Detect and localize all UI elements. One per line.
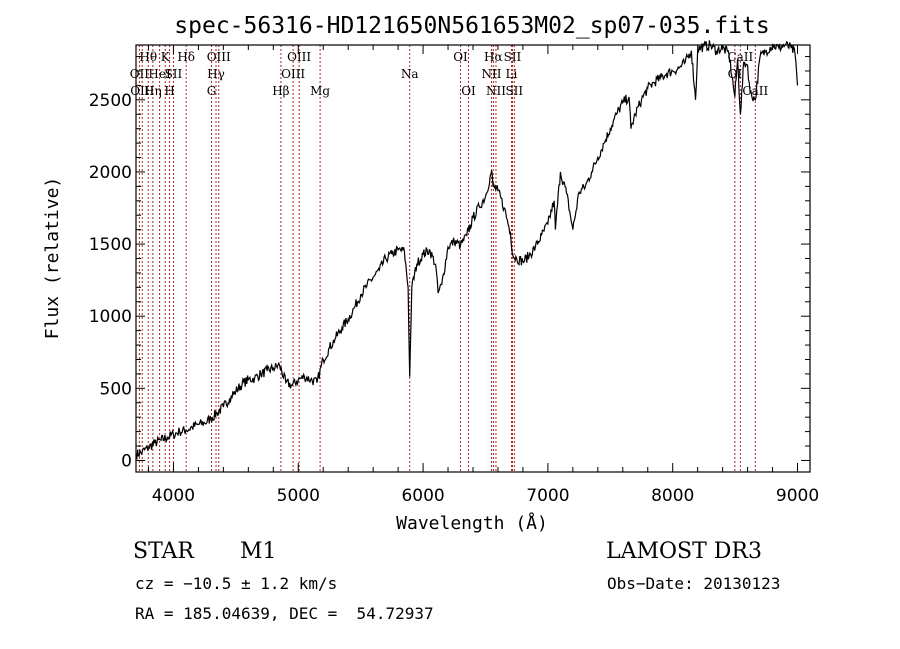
spectral-line-label: CaII [727, 50, 753, 64]
spectral-line-label: Na [401, 67, 419, 81]
x-tick-label: 4000 [152, 486, 195, 506]
spectral-line-label: OI [461, 84, 476, 98]
observation-date: Obs−Date: 20130123 [607, 574, 781, 593]
spectral-line-label: K [161, 50, 171, 64]
chart-title: spec-56316-HD121650N561653M02_sp07-035.f… [174, 13, 769, 39]
x-axis-label: Wavelength (Å) [396, 512, 548, 534]
spectral-line-label: H [164, 84, 174, 98]
y-tick-label: 500 [100, 379, 132, 399]
object-class: STAR [133, 539, 194, 564]
redshift-readout: cz = −10.5 ± 1.2 km/s [135, 574, 338, 593]
coordinates-readout: RA = 185.04639, DEC = 54.72937 [135, 604, 434, 623]
x-tick-label: 7000 [526, 486, 569, 506]
x-tick-label: 8000 [651, 486, 694, 506]
spectral-line-label: G [207, 84, 217, 98]
spectral-line-label: SII [165, 67, 183, 81]
spectral-line-label: Mg [310, 84, 330, 98]
spectral-line-label: HeI [148, 67, 171, 81]
spectral-line-label: Hγ [207, 67, 225, 81]
spectral-line-label: OIII [281, 67, 305, 81]
spectral-line-label: Hα [484, 50, 503, 64]
spectral-line-label: Hβ [272, 84, 289, 98]
y-tick-label: 2000 [89, 163, 132, 183]
y-tick-label: 1000 [89, 307, 132, 327]
spectral-line-label: NII [481, 67, 501, 81]
spectral-line-label: OIII [287, 50, 311, 64]
spectral-line-label: Hθ [139, 50, 157, 64]
axis-tick-labels: 4000 5000 6000 7000 8000 9000 0 500 1000 1500 2000… [89, 91, 819, 506]
spectral-line-label: OIII [207, 50, 231, 64]
spectral-line-label: Hη [144, 84, 162, 98]
spectral-line-label: OI [453, 50, 468, 64]
spectral-line-label: Li [506, 67, 518, 81]
y-tick-label: 2500 [89, 91, 132, 111]
y-tick-label: 0 [121, 451, 132, 471]
x-tick-label: 9000 [776, 486, 819, 506]
spectral-line-label: OI [728, 67, 743, 81]
y-axis-label: Flux (relative) [42, 177, 63, 340]
spectral-line-label: OII [130, 67, 150, 81]
flux-series-line [135, 40, 799, 460]
spectral-line-label: SII [505, 84, 523, 98]
plot-frame [135, 44, 811, 473]
spectral-line-label: NII [486, 84, 506, 98]
spectral-line-label: SII [504, 50, 522, 64]
y-tick-label: 1500 [89, 235, 132, 255]
spectral-line-markers [138, 45, 756, 472]
object-subclass: M1 [240, 539, 277, 564]
x-tick-label: 6000 [401, 486, 444, 506]
spectral-line-label: Hδ [177, 50, 195, 64]
survey-name: LAMOST DR3 [606, 539, 762, 564]
x-tick-label: 5000 [277, 486, 320, 506]
axis-ticks [136, 45, 810, 472]
spectral-line-label: CaII [742, 84, 768, 98]
